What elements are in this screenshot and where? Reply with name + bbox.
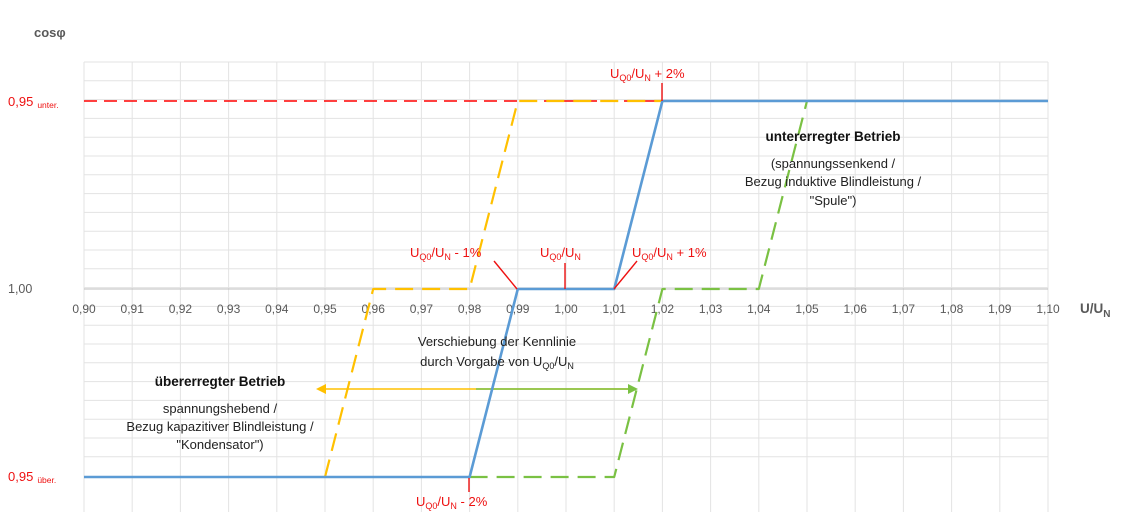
under-excited-note: untererregter Betrieb (spannungssenkend … (745, 129, 922, 208)
x-tick-label: 1,09 (988, 302, 1012, 316)
x-tick-label: 1,07 (892, 302, 916, 316)
x-axis-title: U/UN (1080, 301, 1110, 320)
shift-note: Verschiebung der Kennlinie durch Vorgabe… (418, 334, 576, 371)
over-line-3: "Kondensator") (176, 437, 263, 452)
over-title: übererregter Betrieb (155, 374, 286, 389)
x-tick-label: 1,08 (940, 302, 964, 316)
y-axis-title: cosφ (34, 25, 66, 40)
x-tick-label: 0,98 (458, 302, 482, 316)
x-tick-label: 1,06 (844, 302, 868, 316)
x-axis-title-sub: N (1103, 309, 1110, 320)
x-tick-label: 0,92 (169, 302, 193, 316)
y-label-one: 1,00 (8, 282, 32, 296)
shift-arrow (316, 384, 638, 394)
over-line-2: Bezug kapazitiver Blindleistung / (126, 419, 314, 434)
x-tick-label: 0,99 (506, 302, 530, 316)
x-tick-label: 1,04 (747, 302, 771, 316)
annotation-minus1: UQ0/UN - 1% (410, 245, 482, 262)
x-tick-label: 1,01 (603, 302, 627, 316)
y-label-over-sub: über. (37, 475, 56, 485)
x-tick-label: 1,02 (651, 302, 675, 316)
series-line-2 (469, 100, 809, 479)
series-line-0 (84, 99, 1048, 479)
y-label-over-value: 0,95 (8, 469, 33, 484)
annotation-plus2: UQ0/UN + 2% (610, 66, 685, 83)
under-line-3: "Spule") (810, 193, 857, 208)
annotation-plus1: UQ0/UN + 1% (632, 245, 707, 262)
y-label-under: 0,95 unter. (8, 94, 59, 110)
x-axis-title-main: U/U (1080, 301, 1103, 316)
x-tick-label: 0,97 (410, 302, 434, 316)
x-tick-label: 1,05 (795, 302, 819, 316)
x-tick-label: 0,96 (362, 302, 386, 316)
annotation-minus2: UQ0/UN - 2% (416, 494, 488, 511)
x-tick-label: 1,10 (1036, 302, 1060, 316)
x-tick-labels: 0,90 0,91 0,92 0,93 0,94 0,95 0,96 0,97 0,98 0,99… (72, 302, 1060, 316)
over-line-1: spannungshebend / (163, 401, 278, 416)
y-label-over: 0,95 über. (8, 469, 56, 485)
shift-line-1: Verschiebung der Kennlinie (418, 334, 576, 349)
x-tick-label: 0,94 (265, 302, 289, 316)
under-line-1: (spannungssenkend / (771, 156, 896, 171)
shift-line-2: durch Vorgabe von UQ0/UN (420, 354, 574, 371)
annotation-zero: UQ0/UN (540, 245, 581, 262)
over-excited-note: übererregter Betrieb spannungshebend / B… (126, 374, 314, 452)
y-label-under-value: 0,95 (8, 94, 33, 109)
series-lines (84, 99, 1048, 479)
x-tick-label: 0,90 (72, 302, 96, 316)
under-line-2: Bezug induktive Blindleistung / (745, 174, 922, 189)
x-tick-label: 1,03 (699, 302, 723, 316)
x-tick-label: 0,95 (313, 302, 337, 316)
gridlines (83, 61, 1049, 512)
y-label-under-sub: unter. (37, 100, 58, 110)
x-tick-label: 0,93 (217, 302, 241, 316)
x-tick-label: 0,91 (121, 302, 145, 316)
annotation-markers (468, 83, 663, 492)
under-title: untererregter Betrieb (765, 129, 900, 144)
x-tick-label: 1,00 (554, 302, 578, 316)
